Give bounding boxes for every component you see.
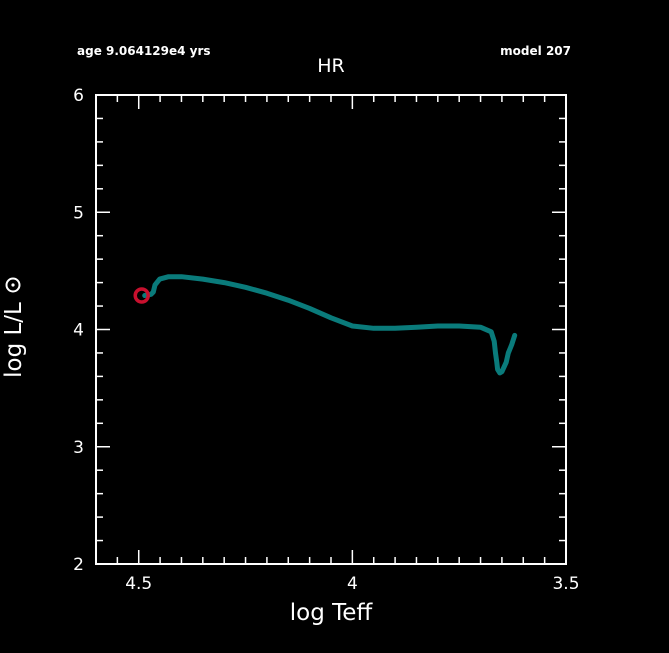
x-axis-tick-labels: 4.5 4 3.5 xyxy=(125,574,579,594)
y-tick-label: 4 xyxy=(73,321,84,341)
y-tick-label: 5 xyxy=(73,203,84,223)
y-axis-ticks xyxy=(96,94,566,565)
chart-title: HR xyxy=(317,55,345,77)
y-axis-label: log L/L xyxy=(1,302,27,378)
y-axis-label-group: log L/L xyxy=(1,277,27,378)
y-tick-label: 3 xyxy=(73,438,84,458)
marker-layer xyxy=(133,287,150,304)
current-point-marker xyxy=(133,287,150,304)
age-label: age 9.064129e4 yrs xyxy=(77,44,211,58)
series-layer xyxy=(142,274,518,376)
evolution-track-line xyxy=(142,274,518,376)
y-tick-label: 2 xyxy=(73,555,84,575)
x-axis-label: log Teff xyxy=(290,600,374,626)
x-tick-label: 4.5 xyxy=(125,574,152,594)
x-axis-ticks xyxy=(95,95,567,564)
x-tick-label: 4 xyxy=(347,574,358,594)
sun-symbol-icon xyxy=(5,277,21,293)
model-label: model 207 xyxy=(500,44,571,58)
y-axis-tick-labels: 2 3 4 5 6 xyxy=(73,86,84,575)
x-tick-label: 3.5 xyxy=(552,574,579,594)
y-tick-label: 6 xyxy=(73,86,84,106)
